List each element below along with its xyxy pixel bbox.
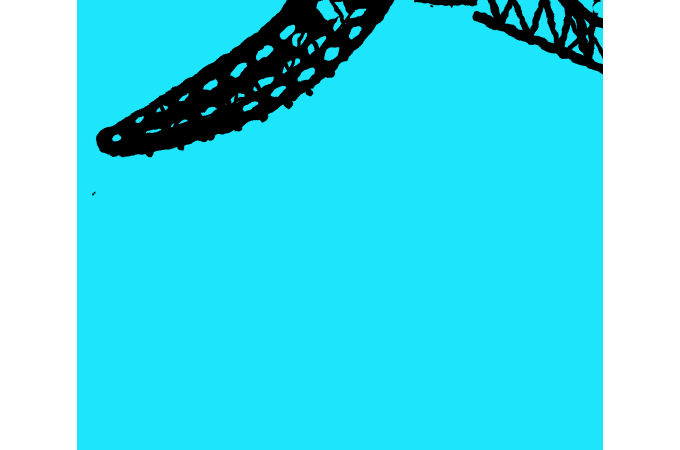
sky-field <box>77 0 603 450</box>
crane-boom-silhouette <box>92 0 603 196</box>
